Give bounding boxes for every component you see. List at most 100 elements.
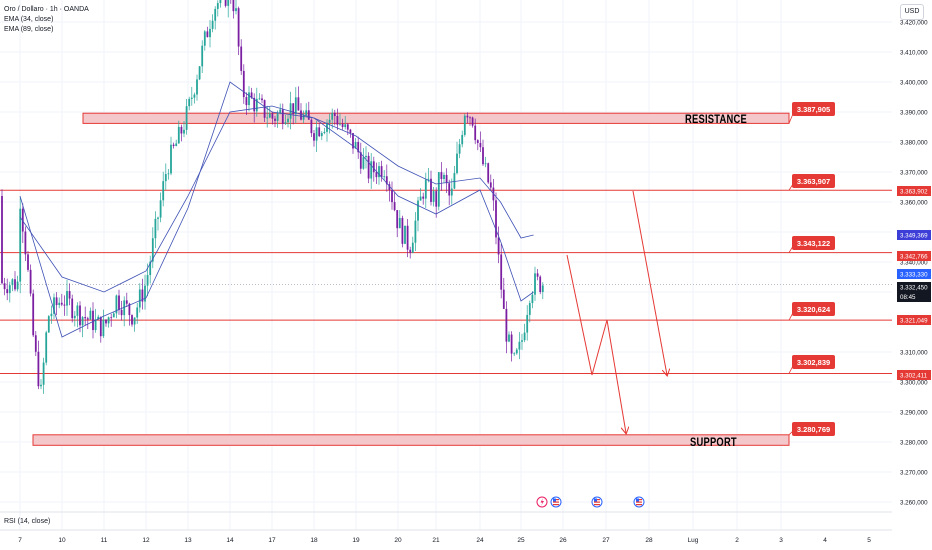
x-tick-label: 4 — [823, 537, 827, 544]
candle-body — [482, 147, 484, 165]
candle-body — [526, 314, 529, 333]
candle-body — [427, 178, 430, 180]
x-tick-label: 20 — [394, 537, 402, 544]
candle-body — [154, 218, 157, 239]
candle-body — [66, 291, 68, 306]
candle-body — [367, 155, 370, 179]
candle-body — [24, 231, 27, 255]
us-flag-icon — [550, 496, 562, 508]
candle-body — [27, 254, 29, 270]
currency-button[interactable]: USD — [900, 4, 924, 20]
axis-price-tag — [897, 186, 931, 196]
candle-body — [505, 308, 508, 342]
axis-price-tag-text: 3.321,049 — [900, 317, 928, 324]
candle-body — [323, 131, 326, 133]
candle-body — [159, 200, 162, 218]
symbol-label[interactable]: Oro / Dollaro · 1h · OANDA — [4, 6, 89, 13]
candle-body — [146, 275, 149, 286]
axis-price-tag — [897, 370, 931, 380]
x-tick-label: 3 — [779, 537, 783, 544]
candle-body — [510, 334, 513, 354]
candle-body — [266, 117, 269, 119]
y-tick-label: 3.420,000 — [900, 20, 928, 27]
x-tick-label: 13 — [184, 537, 192, 544]
candle-body — [47, 316, 50, 333]
candle-body — [388, 184, 391, 191]
candle-body — [73, 315, 76, 319]
candle-body — [138, 289, 141, 308]
candle-body — [515, 349, 518, 354]
candle-body — [32, 293, 35, 336]
candle-body — [445, 174, 448, 184]
x-tick-label: 5 — [867, 537, 871, 544]
candle-body — [474, 125, 477, 141]
tag-text: 3.302,839 — [797, 358, 830, 367]
time-axis[interactable]: 7 10 11 12 13 14 17 18 19 20 21 24 25 26 27 28 Lug 2 3 4 5 — [18, 537, 871, 544]
y-tick-label: 3.370,000 — [900, 170, 928, 177]
y-tick-label: 3.390,000 — [900, 110, 928, 117]
candle-body — [53, 297, 55, 314]
candle-body — [292, 103, 295, 115]
candle-body — [149, 261, 152, 276]
candle-body — [479, 142, 482, 148]
us-flag-icon — [591, 496, 603, 508]
candle-body — [263, 100, 266, 118]
candle-body — [409, 249, 412, 253]
rsi-label[interactable]: RSI (14, close) — [4, 518, 51, 525]
axis-price-tag — [897, 315, 931, 325]
candle-body — [118, 295, 120, 310]
candle-body — [180, 126, 183, 134]
ema34-label[interactable]: EMA (34, close) — [4, 16, 54, 23]
candle-body — [411, 242, 414, 253]
axis-price-tag-text: 3.363,902 — [900, 188, 928, 195]
price-axis[interactable]: 3.420,000 3.410,000 3.400,000 3.390,000 3.38… — [892, 0, 932, 550]
candle-body — [417, 200, 419, 221]
event-icons[interactable] — [536, 496, 645, 508]
candle-body — [276, 113, 279, 121]
tag-text: 3.320,624 — [797, 305, 831, 314]
candle-body — [71, 298, 74, 319]
candle-body — [1, 196, 3, 284]
candle-body — [183, 129, 185, 134]
candle-body — [185, 106, 188, 130]
candle-body — [487, 163, 490, 183]
candle-body — [164, 174, 167, 182]
candle-body — [385, 176, 388, 185]
candle-body — [440, 172, 443, 180]
candle-body — [250, 92, 253, 98]
candle-body — [203, 31, 206, 46]
axis-price-tag — [897, 269, 931, 279]
candle-body — [463, 115, 466, 135]
candle-body — [461, 134, 464, 145]
candle-body — [258, 98, 261, 100]
y-tick-label: 3.290,000 — [900, 410, 928, 417]
candle-body — [521, 340, 523, 342]
candle-body — [297, 97, 300, 111]
tag-box — [792, 355, 835, 369]
axis-price-tag-text: 3.333,330 — [900, 271, 928, 278]
candle-body — [372, 161, 375, 173]
candle-body — [253, 97, 256, 112]
candle-body — [287, 118, 289, 123]
axis-price-tag-text: 3.332,450 — [900, 284, 928, 291]
ema89-label[interactable]: EMA (89, close) — [4, 26, 54, 33]
candle-body — [305, 110, 308, 115]
candle-body — [107, 317, 110, 324]
candle-body — [331, 112, 334, 120]
resistance-label: RESISTANCE — [685, 112, 747, 126]
candle-body — [370, 161, 373, 179]
candle-body — [235, 8, 237, 12]
candle-body — [240, 46, 243, 71]
candle-body — [281, 109, 284, 124]
candle-body — [396, 210, 399, 229]
candle-body — [170, 144, 172, 174]
x-tick-label: Lug — [688, 537, 699, 544]
candle-body — [115, 295, 118, 314]
candle-body — [94, 319, 97, 331]
candle-body — [453, 173, 456, 189]
candle-body — [450, 188, 453, 196]
candle-body — [175, 143, 178, 147]
candle-body — [211, 20, 214, 29]
candle-body — [201, 45, 204, 67]
